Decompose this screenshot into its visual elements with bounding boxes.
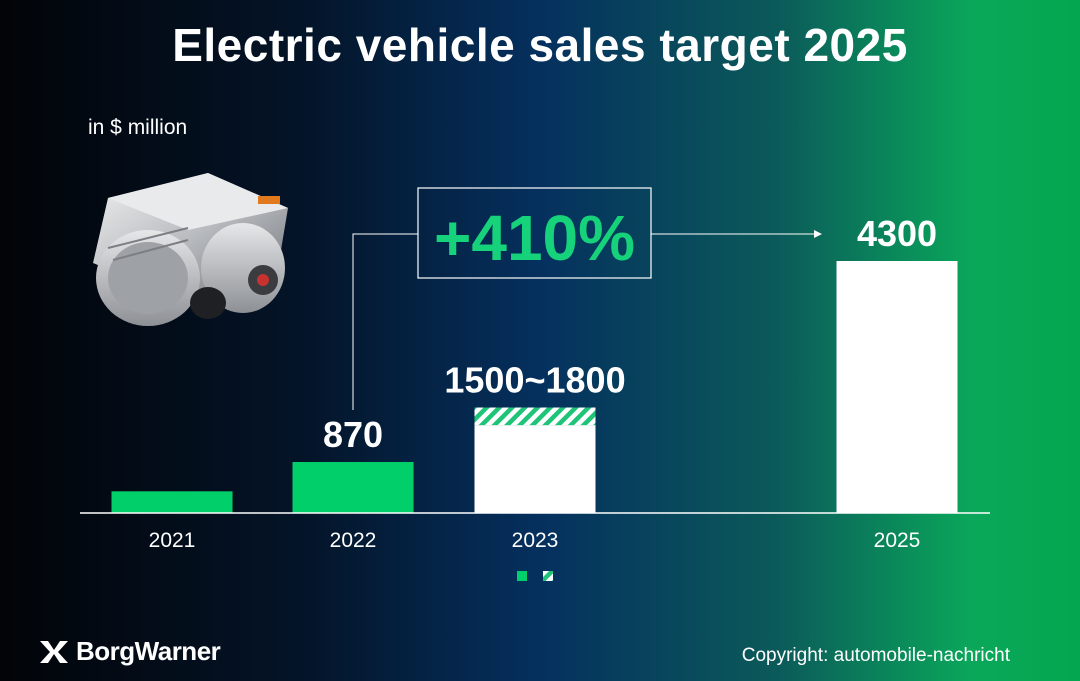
bar-2021 bbox=[111, 491, 233, 513]
x-tick-label-2022: 2022 bbox=[330, 529, 377, 552]
copyright-text: Copyright: automobile-nachricht bbox=[741, 645, 1010, 666]
growth-box bbox=[417, 187, 652, 279]
value-label-2025: 4300 bbox=[857, 213, 937, 254]
bar-2025 bbox=[836, 261, 958, 513]
legend-swatch-hatched bbox=[543, 571, 553, 581]
unit-label: in $ million bbox=[88, 116, 188, 139]
bar-2023-range bbox=[474, 407, 596, 426]
growth-connector-left bbox=[352, 233, 418, 411]
x-tick-label-2025: 2025 bbox=[874, 529, 921, 552]
x-tick-label-2023: 2023 bbox=[512, 529, 559, 552]
value-label-2023: 1500~1800 bbox=[444, 360, 625, 401]
bar-2023 bbox=[474, 425, 596, 513]
arrow-head-icon bbox=[814, 230, 822, 238]
borgwarner-logo: BorgWarner bbox=[40, 636, 221, 667]
page-title: Electric vehicle sales target 2025 bbox=[172, 19, 908, 71]
brand-name: BorgWarner bbox=[76, 636, 221, 666]
x-tick-label-2021: 2021 bbox=[149, 529, 196, 552]
legend-swatch-solid bbox=[517, 571, 527, 581]
borgwarner-logo-mark bbox=[40, 640, 68, 663]
bar-2022 bbox=[292, 462, 414, 513]
growth-label: +410% bbox=[434, 202, 635, 274]
e-motor-image bbox=[93, 173, 288, 326]
value-label-2022: 870 bbox=[323, 414, 383, 455]
